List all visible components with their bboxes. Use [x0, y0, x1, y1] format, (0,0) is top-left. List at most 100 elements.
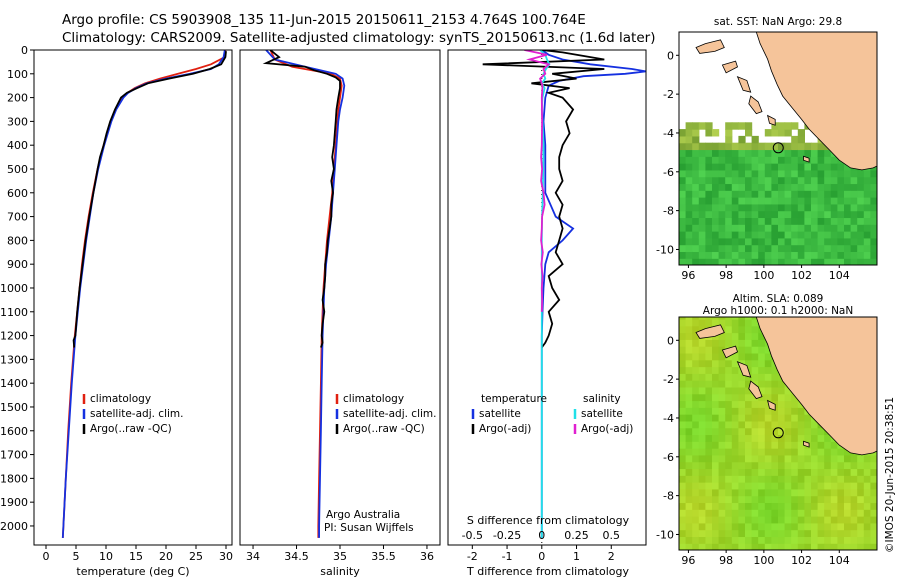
map-cell: [705, 142, 713, 151]
map-cell: [745, 448, 753, 456]
map-cell: [811, 454, 819, 463]
legend-label: Argo(-adj): [581, 423, 633, 435]
map-cell: [837, 502, 845, 510]
map-cell: [817, 203, 825, 212]
map-cell: [705, 122, 713, 130]
map-cell: [797, 427, 805, 436]
map-cell: [738, 122, 746, 130]
island: [803, 440, 810, 448]
map-cell: [791, 407, 799, 415]
map-cell: [857, 231, 865, 239]
map-cell: [837, 495, 845, 504]
map-cell: [850, 176, 858, 185]
map-cell: [725, 359, 733, 368]
map-cell: [850, 251, 858, 259]
map-cell: [745, 258, 753, 265]
map-cell: [698, 352, 706, 361]
map-cell: [685, 251, 693, 259]
map-cell: [718, 339, 726, 347]
map-cell: [751, 380, 759, 388]
map-cell: [811, 461, 819, 470]
salinity-annotation-1: Argo Australia: [326, 509, 400, 521]
map-cell: [817, 183, 825, 191]
map-cell: [745, 461, 753, 470]
map-cell: [870, 217, 877, 225]
map-cell: [804, 224, 812, 232]
map-cell: [718, 509, 726, 517]
map-cell: [857, 475, 865, 483]
map-cell: [771, 509, 779, 517]
map-cell: [791, 149, 799, 157]
map-cell: [758, 183, 766, 191]
map-cell: [738, 502, 746, 510]
map-cell: [784, 448, 792, 456]
depth-tick-label: 1600: [0, 425, 28, 438]
map-cell: [791, 516, 799, 524]
map-cell: [791, 176, 799, 185]
island: [748, 95, 763, 115]
map-cell: [804, 434, 812, 442]
map-cell: [791, 231, 799, 239]
map-cell: [830, 516, 838, 524]
map-cell: [725, 407, 733, 415]
map-cell: [745, 522, 753, 531]
map-cell: [797, 258, 805, 265]
map-cell: [738, 318, 746, 327]
map-cell: [830, 176, 838, 185]
map-cell: [778, 516, 786, 524]
map-cell: [705, 468, 713, 476]
map-cell: [731, 176, 739, 185]
temperature-lines: [61, 50, 227, 538]
map-cell: [751, 400, 759, 408]
map-cell: [745, 359, 753, 368]
map-cell: [718, 482, 726, 490]
map-cell: [738, 190, 746, 198]
map-cell: [863, 509, 871, 517]
map-y-tick-label: -2: [663, 373, 674, 386]
map-cell: [679, 332, 687, 340]
map-cell: [705, 258, 713, 265]
map-cell: [797, 468, 805, 476]
map-cell: [764, 183, 772, 191]
map-cell: [705, 522, 713, 531]
map-cell: [824, 516, 832, 524]
map-cell: [705, 400, 713, 408]
map-cell: [771, 373, 779, 381]
map-cell: [751, 251, 759, 259]
map-cell: [857, 210, 865, 219]
map-cell: [718, 448, 726, 456]
map-cell: [830, 156, 838, 164]
map-cell: [685, 156, 693, 164]
map-cell: [778, 434, 786, 442]
map-cell: [731, 393, 739, 402]
map-cell: [797, 142, 805, 151]
map-cell: [830, 488, 838, 497]
depth-tick-label: 200: [7, 92, 28, 105]
map-cell: [850, 475, 858, 483]
map-cell: [797, 156, 805, 164]
map-y-tick-label: 0: [667, 49, 674, 62]
map-cell: [731, 448, 739, 456]
map-cell: [738, 543, 746, 550]
map-cell: [811, 142, 819, 151]
map-cell: [844, 190, 852, 198]
map-cell: [791, 197, 799, 205]
map-cell: [705, 251, 713, 259]
map-cell: [844, 169, 852, 178]
map-y-tick-label: -6: [663, 451, 674, 464]
map-cell: [837, 516, 845, 524]
map-cell: [725, 156, 733, 164]
sla-float-marker: [772, 427, 784, 439]
map-cell: [745, 169, 753, 178]
map-cell: [725, 163, 733, 171]
map-cell: [718, 251, 726, 259]
map-cell: [738, 529, 746, 538]
map-cell: [692, 149, 700, 157]
map-cell: [698, 414, 706, 422]
series-line: [262, 50, 341, 348]
map-cell: [692, 325, 700, 334]
map-cell: [751, 543, 759, 550]
map-cell: [705, 203, 713, 212]
map-cell: [712, 386, 720, 395]
map-cell: [731, 231, 739, 239]
